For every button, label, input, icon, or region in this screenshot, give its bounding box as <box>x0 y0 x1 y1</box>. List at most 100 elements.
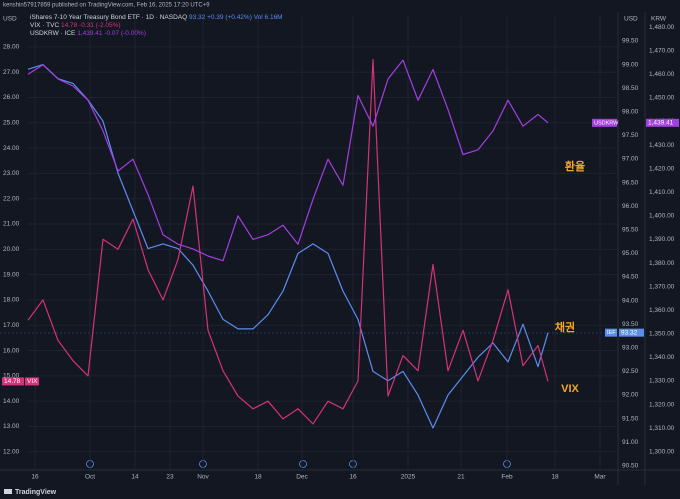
price-tag-name: VIX <box>27 378 38 385</box>
tick-label: 16.00 <box>3 347 20 354</box>
tick-label: 91.50 <box>622 415 639 422</box>
tick-label: 93.50 <box>622 321 639 328</box>
legend-part: 1,439.41 <box>77 30 103 37</box>
logo <box>4 489 12 494</box>
tick-label: 95.50 <box>622 226 639 233</box>
annotation: VIX <box>561 383 579 395</box>
price-tag-value: 14.78 <box>4 378 21 385</box>
tick-label: 12.00 <box>3 448 20 455</box>
x-tick-label: Nov <box>197 474 209 481</box>
legend-entry: iShares 7-10 Year Treasury Bond ETF · 1D… <box>30 14 283 21</box>
legend-entry: VIX · TVC 14.78 -0.31 (-2.05%) <box>30 22 121 29</box>
x-tick-label: Oct <box>85 474 95 481</box>
tick-label: 1,300.00 <box>649 449 675 456</box>
tick-label: 1,340.00 <box>649 354 675 361</box>
tick-label: 1,360.00 <box>649 307 675 314</box>
tick-label: 1,370.00 <box>649 283 675 290</box>
line <box>27 58 549 425</box>
tick-label: 99.00 <box>622 61 639 68</box>
x-tick-label: 18 <box>254 474 262 481</box>
x-tick-label: 21 <box>457 474 465 481</box>
price-tag <box>2 377 24 386</box>
legend-part: 14.78 <box>61 22 78 29</box>
x-tick-label: 2025 <box>401 474 416 481</box>
tick-label: 1,350.00 <box>649 331 675 338</box>
tick-label: 99.50 <box>622 38 639 45</box>
price-tag-value: 1,439.41 <box>648 120 674 127</box>
tick-label: 1,430.00 <box>649 142 675 149</box>
tick-label: 91.00 <box>622 439 639 446</box>
annotation: 환율 <box>565 159 585 173</box>
tick-label: 92.50 <box>622 368 639 375</box>
tick-label: 27.00 <box>3 69 20 76</box>
tick-label: 24.00 <box>3 145 20 152</box>
tick-label: 1,410.00 <box>649 189 675 196</box>
tick-label: 94.00 <box>622 297 639 304</box>
tick-label: 18.00 <box>3 297 20 304</box>
tick-label: 26.00 <box>3 94 20 101</box>
x-tick-label: 14 <box>131 474 139 481</box>
x-tick-label: 16 <box>349 474 357 481</box>
tick-label: 94.50 <box>622 274 639 281</box>
tick-label: 19.00 <box>3 271 20 278</box>
tick-label: 97.00 <box>622 156 639 163</box>
price-tag <box>619 328 644 337</box>
y2-axis-label: USD <box>624 16 638 23</box>
x-tick-label: Dec <box>296 474 308 481</box>
tick-label: 1,420.00 <box>649 165 675 172</box>
tick-label: 15.00 <box>3 373 20 380</box>
x-tick-label: 16 <box>31 474 39 481</box>
x-tick-label: 18 <box>551 474 559 481</box>
tick-label: 98.00 <box>622 108 639 115</box>
legend-part: -0.07 (-0.00%) <box>104 30 146 37</box>
price-tag-name: IEF <box>607 330 616 336</box>
tick-label: 96.50 <box>622 179 639 186</box>
legend-part: VIX · TVC <box>30 22 59 29</box>
x-tick-label: Feb <box>501 474 513 481</box>
tick-label: 93.00 <box>622 344 639 351</box>
tick-label: 20.00 <box>3 246 20 253</box>
tick-label: 1,320.00 <box>649 401 675 408</box>
price-tag-name <box>605 328 617 337</box>
x-tick-label: Mar <box>594 474 606 481</box>
tick-label: 13.00 <box>3 423 20 430</box>
x-tick-label: 23 <box>166 474 174 481</box>
tick-label: 1,310.00 <box>649 425 675 432</box>
tick-label: 1,470.00 <box>649 47 675 54</box>
header: kenshin57917859 published on TradingView… <box>3 3 210 9</box>
tick-label: 96.00 <box>622 203 639 210</box>
tick-label: 1,480.00 <box>649 24 675 31</box>
legend-part: -0.31 (-2.05%) <box>79 22 121 29</box>
tick-label: 23.00 <box>3 170 20 177</box>
tick-label: 92.00 <box>622 392 639 399</box>
line <box>27 59 549 262</box>
tick-label: 28.00 <box>3 44 20 51</box>
legend-part: Vol 6.16M <box>254 14 283 21</box>
tick-label: 14.00 <box>3 398 20 405</box>
legend-part: 93.32 <box>189 14 206 21</box>
tick-label: 21.00 <box>3 221 20 228</box>
tick-label: 1,460.00 <box>649 71 675 78</box>
legend-part: iShares 7-10 Year Treasury Bond ETF · 1D… <box>30 14 187 21</box>
footer: TradingView <box>15 489 57 496</box>
tick-label: 1,330.00 <box>649 378 675 385</box>
tick-label: 22.00 <box>3 195 20 202</box>
price-tag-name: USDKRW <box>594 120 619 126</box>
tick-label: 90.50 <box>622 462 639 469</box>
price-tag-name <box>25 377 39 386</box>
tick-label: 1,390.00 <box>649 236 675 243</box>
price-tag <box>646 118 679 127</box>
y3-axis-label: KRW <box>651 16 667 23</box>
price-tag-value: 93.32 <box>621 329 638 336</box>
y-axis-label: USD <box>3 16 17 23</box>
price-tag-name <box>592 118 617 127</box>
legend-entry: USDKRW · ICE 1,439.41 -0.07 (-0.00%) <box>30 30 146 37</box>
legend-part: +0.39 (+0.42%) <box>207 14 252 21</box>
tick-label: 1,450.00 <box>649 95 675 102</box>
tick-label: 98.50 <box>622 85 639 92</box>
tick-label: 17.00 <box>3 322 20 329</box>
tick-label: 1,380.00 <box>649 260 675 267</box>
tick-label: 25.00 <box>3 120 20 127</box>
tick-label: 97.50 <box>622 132 639 139</box>
